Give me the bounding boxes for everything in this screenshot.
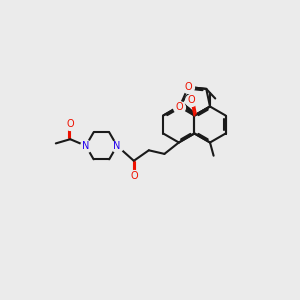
Text: O: O	[184, 82, 192, 92]
Text: O: O	[66, 119, 74, 129]
Text: O: O	[130, 171, 138, 181]
Text: O: O	[175, 101, 183, 112]
Text: N: N	[82, 141, 89, 151]
Text: N: N	[113, 141, 121, 151]
Text: O: O	[188, 95, 195, 105]
